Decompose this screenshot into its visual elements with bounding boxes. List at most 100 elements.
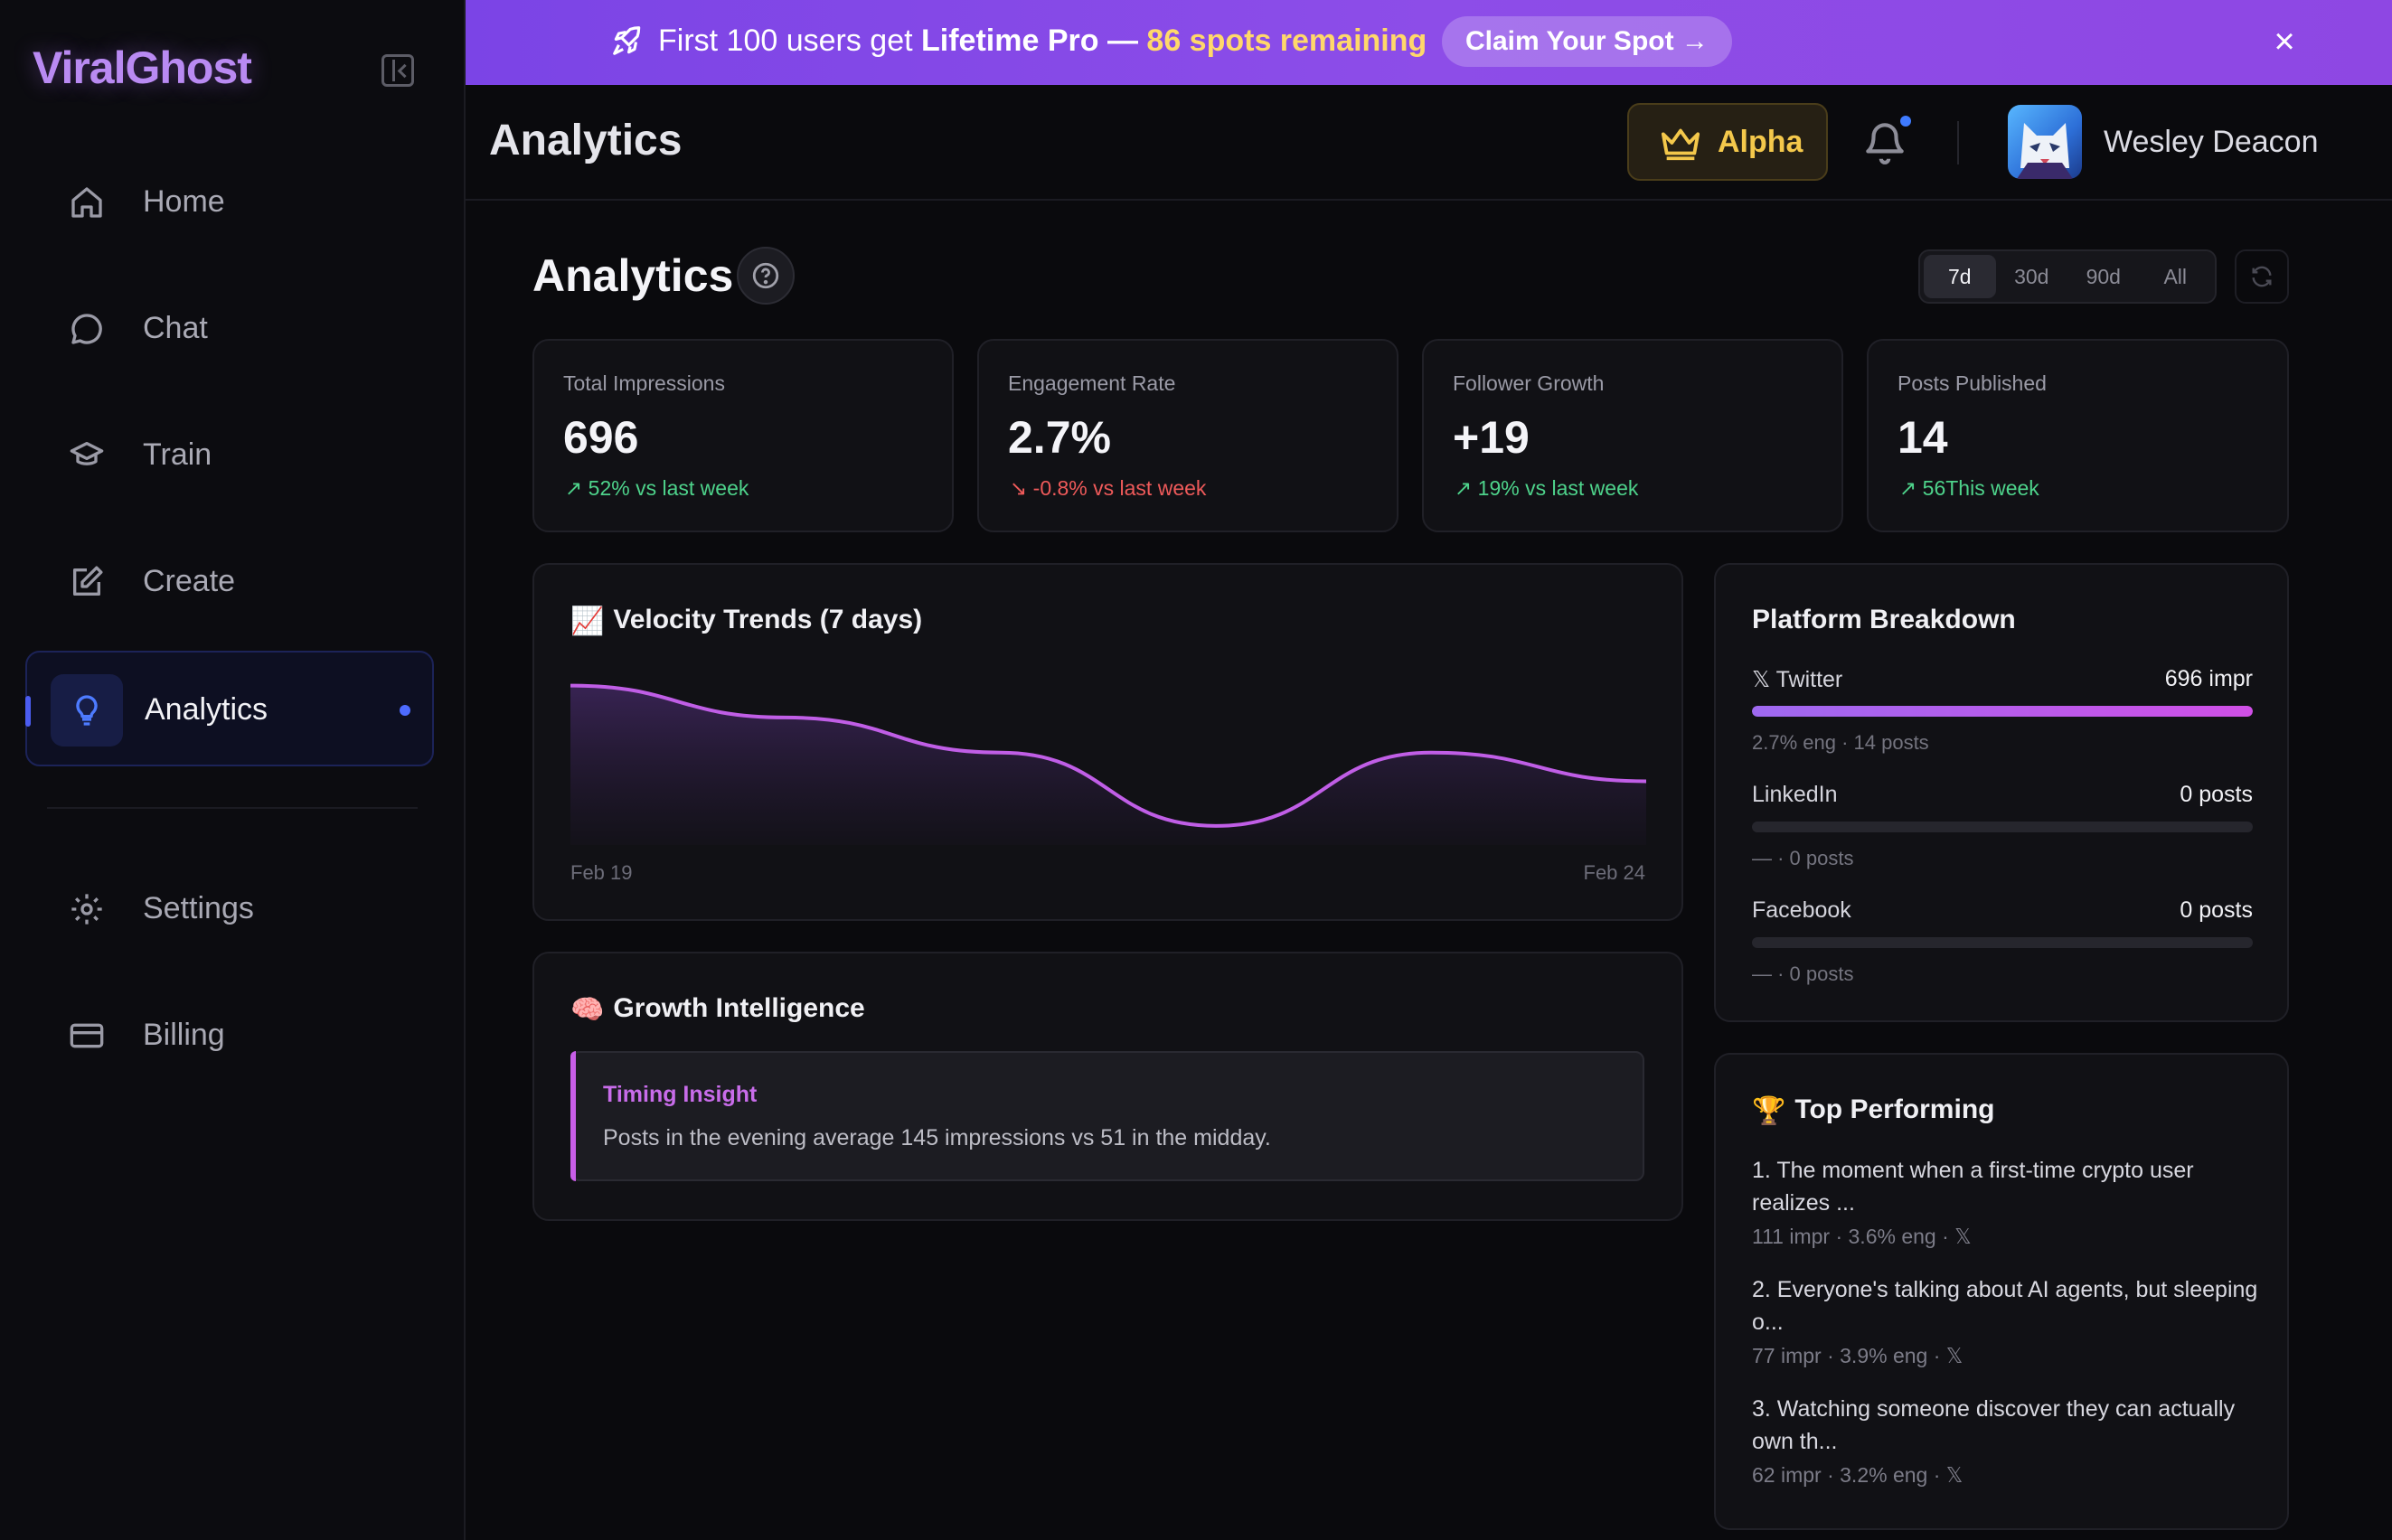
platform-value: 0 posts xyxy=(2180,897,2253,923)
graduation-cap-icon xyxy=(65,434,108,477)
growth-title: Growth Intelligence xyxy=(613,993,865,1023)
top-post-text: 1. The moment when a first-time crypto u… xyxy=(1752,1158,2194,1216)
sidebar-item-label: Chat xyxy=(143,311,208,345)
velocity-chart xyxy=(570,683,1646,845)
top-post-meta: 62 impr · 3.2% eng · 𝕏 xyxy=(1752,1463,1964,1487)
trend-up-icon: ↗ xyxy=(565,476,583,500)
range-all[interactable]: All xyxy=(2163,264,2188,288)
range-7d[interactable]: 7d xyxy=(1924,255,1996,298)
sidebar-collapse-icon[interactable] xyxy=(381,54,414,87)
chart-increasing-icon: 📈 xyxy=(570,606,605,636)
credit-card-icon xyxy=(65,1014,108,1057)
platform-name: Facebook xyxy=(1752,897,1851,923)
header-divider xyxy=(1957,121,1959,164)
list-item[interactable]: 3. Watching someone discover they can ac… xyxy=(1752,1393,2258,1488)
sidebar-item-label: Home xyxy=(143,184,225,219)
top-post-text: 2. Everyone's talking about AI agents, b… xyxy=(1752,1277,2258,1335)
sidebar-item-create[interactable]: Create xyxy=(25,524,434,640)
help-icon[interactable] xyxy=(737,247,795,305)
sidebar-item-label: Create xyxy=(143,564,236,598)
brand-logo[interactable]: ViralGhost xyxy=(33,42,252,93)
platform-value: 0 posts xyxy=(2180,782,2253,807)
avatar[interactable] xyxy=(2008,105,2082,179)
refresh-icon[interactable] xyxy=(2235,249,2289,304)
top-post-meta: 77 impr · 3.9% eng · 𝕏 xyxy=(1752,1344,1964,1367)
velocity-title: Velocity Trends (7 days) xyxy=(613,605,923,634)
banner-text-sep: — xyxy=(1098,23,1147,58)
close-icon[interactable]: × xyxy=(2274,22,2295,61)
sidebar-item-analytics[interactable]: Analytics xyxy=(25,651,434,766)
platform-name: LinkedIn xyxy=(1752,782,1838,807)
top-post-text: 3. Watching someone discover they can ac… xyxy=(1752,1396,2236,1454)
sidebar-item-label: Billing xyxy=(143,1018,225,1052)
insight-text: Posts in the evening average 145 impress… xyxy=(603,1125,1271,1150)
stat-card-followers: Follower Growth +19 ↗ 19% vs last week xyxy=(1422,339,1843,532)
banner-text-bold: Lifetime Pro xyxy=(921,23,1099,58)
list-item[interactable]: 1. The moment when a first-time crypto u… xyxy=(1752,1154,2258,1249)
user-name[interactable]: Wesley Deacon xyxy=(2104,125,2319,159)
sidebar-item-label: Train xyxy=(143,437,212,472)
edit-icon xyxy=(65,560,108,604)
stat-value: 696 xyxy=(563,412,639,463)
growth-intelligence-card: 🧠 Growth Intelligence Timing Insight Post… xyxy=(532,952,1683,1221)
rocket-icon xyxy=(610,23,645,62)
trend-up-icon: ↗ xyxy=(1899,476,1917,500)
platform-progress-fill xyxy=(1752,706,2253,717)
velocity-area xyxy=(570,685,1646,845)
banner-text-prefix: First 100 users get xyxy=(658,23,922,58)
sidebar-divider xyxy=(47,807,418,809)
sidebar-item-home[interactable]: Home xyxy=(25,145,434,260)
banner-spots-remaining: 86 spots remaining xyxy=(1146,23,1427,58)
time-range-selector: 7d 30d 90d All xyxy=(1918,249,2217,304)
sidebar-item-chat[interactable]: Chat xyxy=(25,271,434,387)
insight-title: Timing Insight xyxy=(603,1082,758,1107)
stat-delta: ↗ 52% vs last week xyxy=(565,476,749,501)
top-performing-card: 🏆 Top Performing 1. The moment when a fir… xyxy=(1714,1053,2289,1530)
timing-insight: Timing Insight Posts in the evening aver… xyxy=(570,1051,1644,1181)
platform-meta: 2.7% eng · 14 posts xyxy=(1752,731,1929,754)
plan-badge[interactable]: Alpha xyxy=(1627,103,1828,181)
header-title: Analytics xyxy=(489,117,683,164)
active-dot xyxy=(400,705,410,716)
notification-dot xyxy=(1900,116,1911,127)
sidebar-item-billing[interactable]: Billing xyxy=(25,978,434,1094)
sidebar-item-train[interactable]: Train xyxy=(25,398,434,513)
stat-label: Follower Growth xyxy=(1453,371,1605,395)
range-90d[interactable]: 90d xyxy=(2086,264,2121,288)
stat-delta-text: 56This week xyxy=(1922,476,2039,500)
stat-value: 2.7% xyxy=(1008,412,1111,463)
platform-progress-bar xyxy=(1752,937,2253,948)
range-30d[interactable]: 30d xyxy=(2014,264,2049,288)
brain-icon: 🧠 xyxy=(570,994,605,1025)
lightbulb-icon xyxy=(51,674,123,747)
sidebar-item-settings[interactable]: Settings xyxy=(25,851,434,967)
stat-delta-text: -0.8% vs last week xyxy=(1032,476,1207,500)
plan-label: Alpha xyxy=(1718,125,1803,159)
stat-delta-text: 52% vs last week xyxy=(588,476,749,500)
x-axis-end-label: Feb 24 xyxy=(1583,861,1646,884)
sidebar-item-label: Settings xyxy=(143,891,254,925)
stat-delta: ↗ 56This week xyxy=(1899,476,2039,501)
platform-name: 𝕏 Twitter xyxy=(1752,667,1843,692)
velocity-line xyxy=(570,683,1646,828)
banner-message: First 100 users get Lifetime Pro — 86 sp… xyxy=(658,23,1427,59)
stat-label: Posts Published xyxy=(1898,371,2047,395)
card-title: Platform Breakdown xyxy=(1752,605,2016,634)
stat-value: +19 xyxy=(1453,412,1530,463)
platform-progress-bar xyxy=(1752,706,2253,717)
platform-progress-bar xyxy=(1752,822,2253,832)
platform-value: 696 impr xyxy=(2164,666,2253,691)
stat-delta: ↗ 19% vs last week xyxy=(1455,476,1638,501)
claim-spot-button[interactable]: Claim Your Spot → xyxy=(1442,16,1732,67)
top-title: Top Performing xyxy=(1794,1094,1995,1124)
velocity-trends-card: 📈 Velocity Trends (7 days) Feb 19 Feb 24 xyxy=(532,563,1683,921)
notifications-bell-icon[interactable] xyxy=(1862,117,1907,166)
list-item[interactable]: 2. Everyone's talking about AI agents, b… xyxy=(1752,1273,2258,1368)
promo-banner: First 100 users get Lifetime Pro — 86 sp… xyxy=(466,0,2392,85)
stat-delta-text: 19% vs last week xyxy=(1477,476,1639,500)
page-title: Analytics xyxy=(532,250,734,301)
platform-breakdown-card: Platform Breakdown 𝕏 Twitter 696 impr 2.… xyxy=(1714,563,2289,1022)
chat-icon xyxy=(65,307,108,351)
active-indicator xyxy=(25,696,31,727)
home-icon xyxy=(65,181,108,224)
